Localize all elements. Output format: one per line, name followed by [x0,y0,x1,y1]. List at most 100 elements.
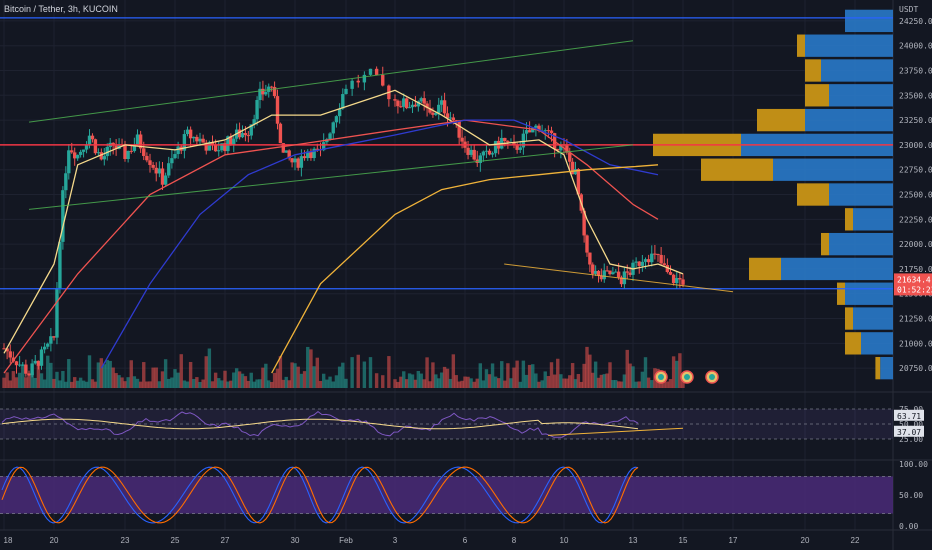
volume-bar [481,380,486,388]
candle-body [671,274,676,284]
volume-bar [650,380,654,388]
candle-body [521,133,526,148]
price-tick-label: 21750.0 [899,265,932,274]
volume-bar [81,380,86,388]
volume-bar [315,357,320,388]
candle-body [42,346,47,350]
candle-body [151,164,155,168]
volume-bar [469,378,473,388]
volume-profile-bar [781,257,893,281]
volume-bar [223,370,227,388]
candle-body [404,98,409,109]
volume-bar [275,368,280,388]
volume-bar [374,373,379,388]
candle-body [46,343,50,347]
candle-body [337,108,342,117]
volume-bar [681,378,685,388]
volume-bar [84,381,89,388]
volume-profile-bar [701,158,773,181]
time-tick-label: 8 [512,536,517,545]
time-tick-label: 20 [50,536,59,545]
volume-bar [457,381,461,388]
volume-bar [634,381,638,388]
volume-bar [565,378,569,388]
candle-body [549,130,554,134]
volume-bar [73,377,77,388]
candle-body [217,150,221,152]
volume-bar [646,377,651,388]
rsi-axis: 75.00 50.00 25.00 [899,405,923,444]
candle-body [145,155,149,161]
volume-profile-bar [829,232,893,256]
candle-body [625,271,629,273]
event-icon [705,370,719,384]
candle-body [634,261,638,263]
candle-body [524,130,529,134]
volume-bar [145,381,149,388]
candle-body [207,142,212,151]
volume-bar [220,380,224,388]
volume-bar [628,363,632,388]
candle-body [374,68,379,75]
volume-bar [562,378,566,388]
time-tick-label: 22 [851,536,860,545]
volume-bar [105,359,109,388]
volume-bar [258,379,262,388]
time-tick-label: 15 [679,536,688,545]
volume-bar [537,381,541,388]
candle-body [381,74,385,86]
price-tick-label: 23250.0 [899,116,932,125]
candle-body [154,167,158,174]
volume-profile-bar [829,183,893,206]
last-price-badge [894,273,932,296]
volume-bar [665,381,670,388]
volume-bar [11,371,16,388]
candle-body [24,364,28,374]
volume-bar [668,379,673,388]
volume-profile-bar [853,307,893,330]
rsi-tick-label: 75.00 [899,405,923,414]
candle-body [87,135,92,146]
rsi-line [1,410,639,438]
price-tick-label: 21000.0 [899,339,932,348]
volume-profile-bar [880,356,893,380]
volume-bar [39,373,44,388]
volume-bar [616,381,621,388]
volume-bar [552,374,557,388]
volume-bar [99,358,104,388]
volume-bar [570,363,575,388]
candle-body [223,143,227,152]
candle-body [8,351,12,358]
stoch-d-line [1,466,639,524]
volume-profile-bar [861,332,893,355]
volume-bar [267,380,271,388]
candle-body [296,158,300,168]
candle-body [640,261,645,266]
candle-body [129,150,133,152]
volume-bar [448,378,453,388]
candle-body [619,277,624,285]
volume-bar [154,367,158,388]
volume-bar [404,379,409,388]
volume-bar [515,360,519,388]
volume-bar [434,374,438,388]
volume-bar [293,363,297,388]
candle-body [368,68,373,75]
volume-bar [58,380,62,388]
volume-bar [593,361,598,388]
candle-body [84,145,89,150]
volume-bar [188,361,193,388]
volume-bar [278,356,283,388]
volume-bar [614,380,618,388]
candle-body [275,96,280,124]
price-tick-label: 23750.0 [899,66,932,75]
candle-body [490,153,495,155]
candle-body [126,150,130,159]
candle-body [512,142,516,145]
candle-body [350,80,354,89]
moving-average-line [3,119,659,374]
volume-bar [287,380,291,388]
volume-bar [496,378,501,388]
volume-bar [344,378,348,388]
